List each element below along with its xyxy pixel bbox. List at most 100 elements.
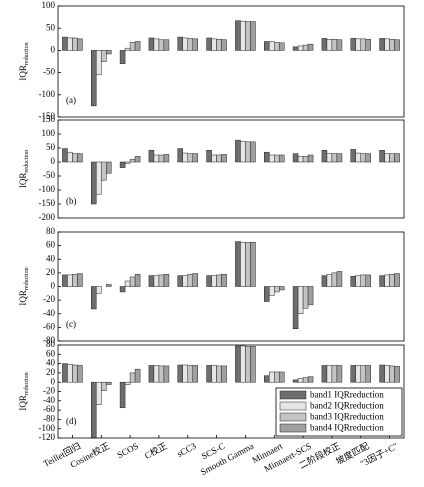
- bar: [245, 241, 251, 287]
- y-tick-label: -20: [43, 294, 55, 304]
- bar: [379, 38, 385, 51]
- bar: [302, 156, 309, 163]
- bar: [389, 365, 395, 383]
- bar: [182, 364, 188, 383]
- bar: [124, 47, 131, 51]
- bar: [134, 156, 141, 163]
- bar: [250, 346, 256, 383]
- y-tick-label: -150: [39, 198, 56, 208]
- bar: [106, 50, 112, 55]
- bar: [62, 148, 68, 163]
- bar: [250, 21, 256, 51]
- bar: [269, 154, 275, 163]
- y-tick-label: -100: [39, 89, 56, 99]
- legend-label: band4 IQRreduction: [310, 423, 384, 433]
- y-axis-label: IQRreduction: [18, 267, 30, 305]
- bar: [297, 156, 304, 163]
- bar: [62, 274, 68, 287]
- panel-label: (d): [66, 416, 77, 426]
- y-label-main: IQR: [18, 173, 28, 189]
- bar: [360, 153, 366, 163]
- legend-label: band2 IQRreduction: [310, 401, 384, 411]
- y-tick-label: 50: [46, 142, 56, 152]
- bar: [91, 286, 97, 310]
- bar: [206, 37, 212, 51]
- bar: [365, 274, 371, 287]
- bar: [134, 273, 141, 287]
- bar: [292, 46, 299, 51]
- bar: [101, 381, 107, 391]
- y-tick-label: 60: [46, 348, 56, 358]
- y-tick-label: 40: [46, 358, 56, 368]
- y-tick-label: -80: [43, 335, 55, 345]
- bar: [331, 39, 338, 51]
- bar: [221, 154, 227, 163]
- bar: [106, 381, 112, 385]
- bar: [134, 368, 141, 383]
- bar: [211, 154, 217, 163]
- y-tick-label: 150: [42, 114, 56, 124]
- bar: [211, 365, 217, 383]
- bar: [394, 366, 400, 383]
- y-tick-label: -80: [43, 413, 55, 423]
- bar: [321, 365, 328, 383]
- bar: [384, 274, 390, 287]
- bar: [206, 275, 212, 287]
- bar: [124, 280, 131, 287]
- bar: [235, 20, 241, 51]
- bar: [350, 365, 356, 383]
- bar: [77, 365, 83, 383]
- bar: [297, 286, 304, 314]
- legend-swatch: [279, 412, 307, 422]
- panel-label: (a): [66, 95, 76, 105]
- bar: [292, 286, 299, 329]
- bar: [365, 153, 371, 163]
- bar: [163, 273, 170, 287]
- bar: [394, 273, 400, 287]
- bar: [192, 38, 198, 51]
- bar: [336, 153, 343, 163]
- bar: [264, 375, 270, 383]
- y-label-sub: reduction: [24, 150, 30, 173]
- bar: [119, 381, 126, 409]
- bar: [72, 37, 78, 51]
- bar: [297, 45, 304, 51]
- bar: [336, 39, 343, 51]
- y-tick-label: 0: [51, 281, 56, 291]
- y-tick-label: -60: [43, 404, 55, 414]
- bar: [279, 154, 285, 163]
- bar: [360, 365, 366, 383]
- bar: [163, 154, 170, 163]
- bar: [67, 37, 73, 51]
- bar: [158, 274, 165, 287]
- bar: [384, 38, 390, 51]
- bar: [250, 241, 256, 287]
- bar: [279, 371, 285, 383]
- y-tick-label: 20: [46, 267, 56, 277]
- bar: [106, 161, 112, 174]
- y-axis-label: IQRreduction: [18, 150, 30, 188]
- bar: [355, 275, 361, 287]
- bar: [389, 153, 395, 163]
- bar: [326, 39, 333, 51]
- bar: [336, 271, 343, 287]
- bar: [240, 20, 246, 51]
- bar: [153, 365, 160, 383]
- bar: [192, 153, 198, 163]
- y-tick-label: 50: [46, 22, 56, 32]
- bar: [245, 21, 251, 51]
- bar: [91, 381, 97, 439]
- y-tick-label: -40: [43, 308, 55, 318]
- bar: [245, 346, 251, 383]
- bar: [245, 141, 251, 163]
- bar: [124, 381, 131, 385]
- y-label-main: IQR: [18, 395, 28, 411]
- bar: [129, 158, 136, 163]
- bar: [187, 273, 193, 287]
- bar: [394, 153, 400, 163]
- bar: [302, 286, 309, 309]
- bar: [384, 365, 390, 383]
- bar: [129, 372, 136, 383]
- bar: [192, 273, 198, 287]
- bar: [269, 286, 275, 296]
